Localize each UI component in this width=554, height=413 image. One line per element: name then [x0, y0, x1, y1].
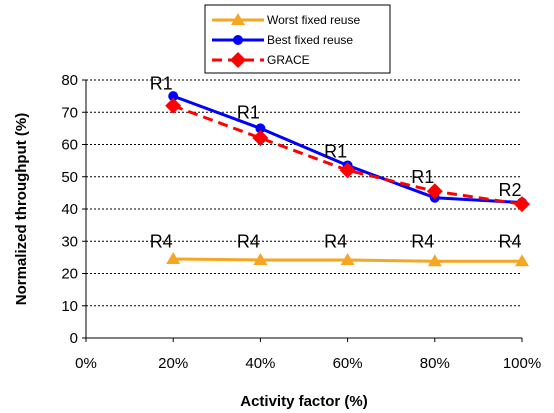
point-annotation: R4 — [150, 232, 173, 252]
x-tick-label: 0% — [75, 355, 97, 372]
y-axis-title: Normalized throughput (%) — [13, 113, 30, 305]
data-point — [253, 252, 268, 265]
data-point — [165, 97, 182, 114]
y-tick-label: 30 — [61, 233, 78, 250]
data-point — [514, 196, 530, 213]
y-tick-label: 40 — [61, 201, 78, 218]
point-annotation: R4 — [324, 232, 347, 252]
series-grace — [165, 97, 530, 213]
y-tick-label: 70 — [61, 104, 78, 121]
data-point — [252, 130, 269, 147]
data-point — [427, 254, 442, 267]
y-tick-label: 60 — [61, 137, 78, 154]
legend-label: Worst fixed reuse — [267, 13, 360, 27]
legend: Worst fixed reuse Best fixed reuse GRACE — [204, 4, 391, 74]
series-worst-fixed-reuse — [166, 251, 529, 267]
data-point — [426, 183, 443, 200]
point-annotation: R4 — [237, 232, 260, 252]
x-tick-label: 20% — [158, 355, 188, 372]
point-annotation: R1 — [324, 141, 347, 161]
x-tick-label: 40% — [245, 355, 275, 372]
point-annotation: R4 — [411, 232, 434, 252]
data-point — [340, 252, 355, 265]
tick-labels: 0 10 20 30 40 50 60 70 80 0% 20% 40% 60% 80% 100% — [61, 72, 541, 372]
legend-label: Best fixed reuse — [267, 33, 353, 47]
legend-marker — [233, 35, 243, 45]
data-point — [255, 123, 266, 134]
data-point — [166, 251, 181, 264]
point-annotation: R1 — [150, 74, 173, 94]
data-point — [168, 91, 179, 102]
y-tick-label: 50 — [61, 169, 78, 186]
y-tick-label: 10 — [61, 298, 78, 315]
y-tick-label: 0 — [70, 330, 78, 347]
data-point — [515, 254, 529, 267]
x-tick-label: 80% — [420, 355, 450, 372]
point-annotation: R1 — [411, 167, 434, 187]
legend-marker — [231, 13, 245, 25]
point-annotation: R1 — [237, 103, 260, 123]
x-tick-label: 100% — [503, 355, 541, 372]
y-tick-label: 80 — [61, 72, 78, 89]
annotations: R1 R1 R1 R1 R2 R4 R4 R4 R4 R4 — [150, 74, 522, 252]
legend-marker — [230, 52, 246, 68]
x-tick-label: 60% — [333, 355, 363, 372]
gridlines — [86, 79, 522, 307]
point-annotation: R4 — [498, 232, 521, 252]
series-best-fixed-reuse — [168, 91, 527, 208]
y-tick-label: 20 — [61, 266, 78, 283]
legend-label: GRACE — [267, 53, 310, 67]
point-annotation: R2 — [498, 180, 521, 200]
data-point — [339, 162, 356, 179]
x-axis-title: Activity factor (%) — [240, 393, 368, 410]
series-line — [172, 104, 523, 206]
series — [165, 91, 530, 267]
